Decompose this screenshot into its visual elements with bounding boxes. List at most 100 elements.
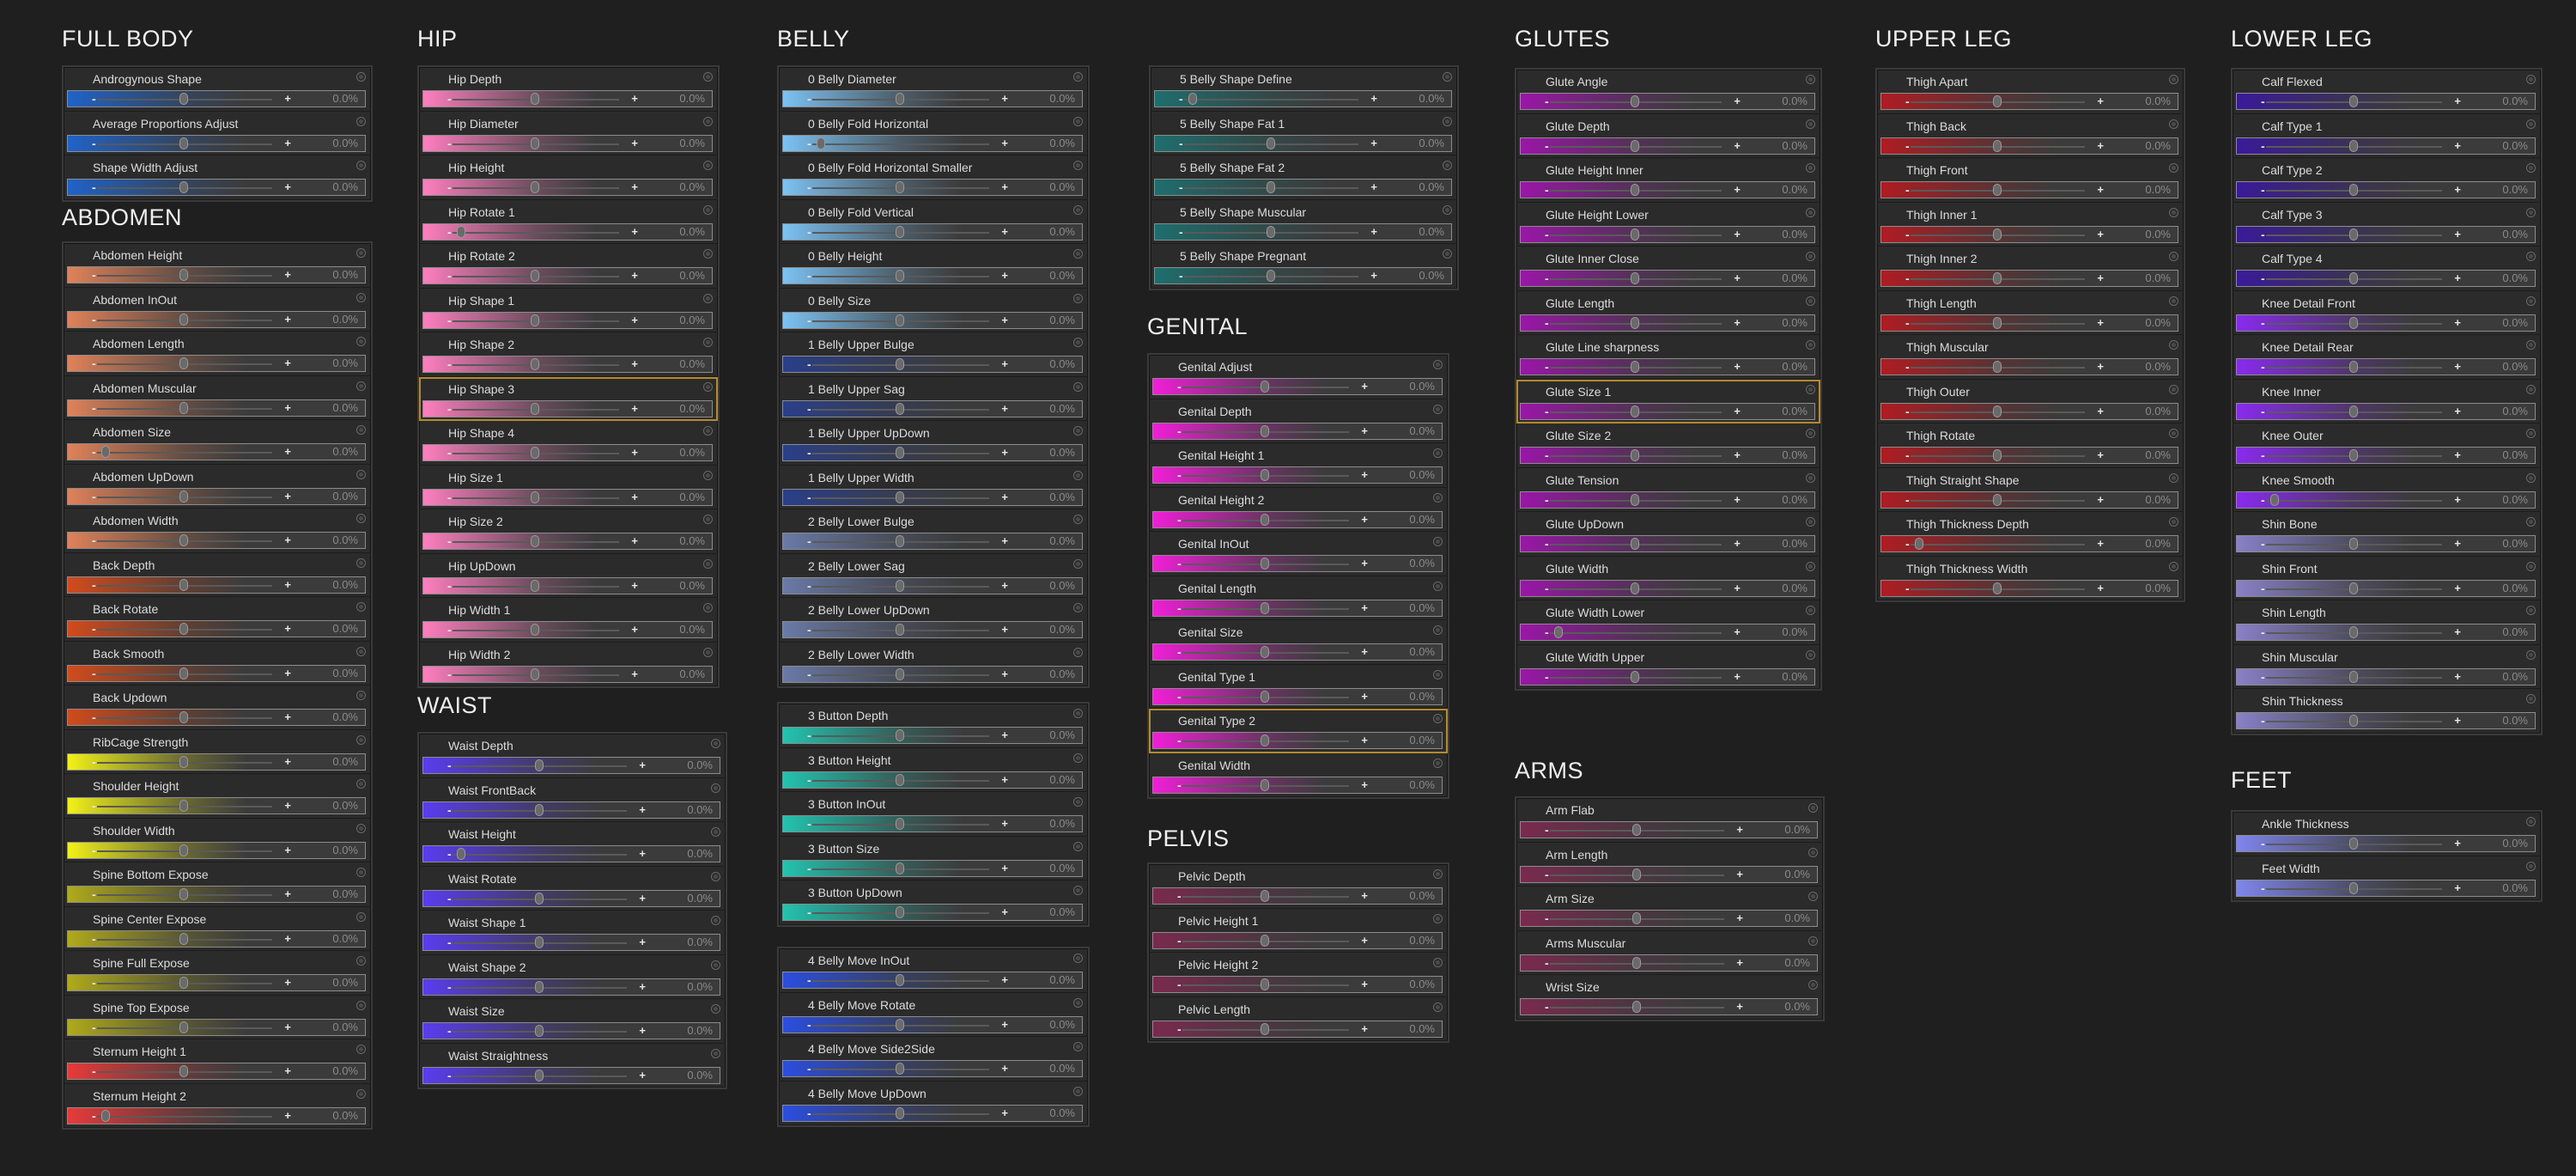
increment-button[interactable]: + [1361, 734, 1368, 746]
increment-button[interactable]: + [1001, 534, 1008, 547]
slider-handle[interactable] [2348, 228, 2358, 241]
increment-button[interactable]: + [2454, 183, 2461, 196]
decrement-button[interactable]: - [447, 401, 452, 416]
value-slider[interactable]: - +0.0% [1152, 776, 1443, 794]
decrement-button[interactable]: - [92, 931, 96, 946]
reset-icon[interactable] [711, 960, 720, 970]
increment-button[interactable]: + [1734, 183, 1741, 196]
increment-button[interactable]: + [639, 891, 646, 905]
slider-handle[interactable] [1631, 912, 1641, 924]
value-slider[interactable]: - +0.0% [1880, 402, 2178, 420]
slider-handle[interactable] [1261, 734, 1269, 746]
decrement-button[interactable]: - [1905, 448, 1910, 462]
decrement-button[interactable]: - [807, 136, 811, 150]
reset-icon[interactable] [356, 868, 366, 877]
increment-button[interactable]: + [631, 224, 638, 238]
slider-handle[interactable] [2348, 626, 2358, 638]
value-slider[interactable]: - +0.0% [1520, 225, 1815, 243]
decrement-button[interactable]: - [1545, 138, 1549, 153]
decrement-button[interactable]: - [447, 759, 452, 772]
reset-icon[interactable] [1073, 381, 1083, 392]
reset-icon[interactable] [2526, 207, 2536, 217]
reset-icon[interactable] [356, 1088, 366, 1099]
decrement-button[interactable]: - [807, 401, 811, 416]
slider-handle[interactable] [1261, 978, 1269, 990]
increment-button[interactable]: + [1734, 360, 1741, 373]
increment-button[interactable]: + [284, 312, 291, 326]
value-slider[interactable]: - +0.0% [2236, 579, 2536, 597]
increment-button[interactable]: + [284, 533, 291, 546]
slider-handle[interactable] [179, 534, 188, 546]
decrement-button[interactable]: - [92, 312, 96, 326]
decrement-button[interactable]: - [1177, 600, 1182, 615]
value-slider[interactable]: - +0.0% [422, 311, 713, 329]
reset-icon[interactable] [356, 72, 366, 82]
reset-icon[interactable] [703, 470, 713, 480]
slider-handle[interactable] [531, 402, 539, 415]
slider-handle[interactable] [531, 137, 539, 149]
increment-button[interactable]: + [1736, 955, 1743, 969]
reset-icon[interactable] [703, 647, 713, 657]
reset-icon[interactable] [1433, 913, 1443, 923]
increment-button[interactable]: + [284, 754, 291, 768]
slider-handle[interactable] [1261, 890, 1269, 902]
reset-icon[interactable] [356, 116, 366, 126]
decrement-button[interactable]: - [2261, 360, 2265, 374]
reset-icon[interactable] [1073, 753, 1083, 763]
value-slider[interactable]: - +0.0% [67, 1106, 366, 1124]
decrement-button[interactable]: - [92, 268, 96, 282]
reset-icon[interactable] [2526, 119, 2536, 129]
slider-handle[interactable] [896, 773, 904, 786]
decrement-button[interactable]: - [447, 136, 452, 150]
slider-handle[interactable] [1631, 1001, 1641, 1013]
value-slider[interactable]: - +0.0% [1880, 579, 2178, 597]
reset-icon[interactable] [711, 916, 720, 925]
reset-icon[interactable] [1433, 404, 1443, 414]
decrement-button[interactable]: - [447, 891, 452, 905]
decrement-button[interactable]: - [1905, 360, 1910, 374]
slider-handle[interactable] [1992, 95, 2002, 107]
reset-icon[interactable] [1808, 980, 1818, 990]
decrement-button[interactable]: - [2261, 880, 2265, 895]
slider-track[interactable] [453, 854, 627, 856]
value-slider[interactable]: - +0.0% [422, 801, 720, 819]
slider-handle[interactable] [534, 803, 544, 816]
slider-handle[interactable] [179, 932, 188, 945]
reset-icon[interactable] [703, 426, 713, 436]
reset-icon[interactable] [1808, 935, 1818, 946]
slider-handle[interactable] [1915, 538, 1924, 550]
value-slider[interactable]: - +0.0% [782, 727, 1083, 744]
value-slider[interactable]: - +0.0% [1520, 314, 1815, 332]
reset-icon[interactable] [2526, 296, 2536, 306]
reset-icon[interactable] [2526, 252, 2536, 261]
value-slider[interactable]: - +0.0% [782, 815, 1083, 832]
increment-button[interactable]: + [1001, 357, 1008, 370]
value-slider[interactable]: - +0.0% [67, 532, 366, 549]
reset-icon[interactable] [1806, 207, 1815, 217]
slider-handle[interactable] [2348, 538, 2358, 550]
decrement-button[interactable]: - [1545, 669, 1549, 684]
decrement-button[interactable]: - [92, 754, 96, 769]
slider-handle[interactable] [896, 906, 904, 918]
slider-handle[interactable] [896, 624, 904, 636]
value-slider[interactable]: - +0.0% [782, 399, 1083, 417]
decrement-button[interactable]: - [807, 490, 811, 504]
value-slider[interactable]: - +0.0% [782, 1060, 1083, 1077]
reset-icon[interactable] [1073, 72, 1083, 82]
decrement-button[interactable]: - [807, 313, 811, 327]
reset-icon[interactable] [1073, 293, 1083, 303]
reset-icon[interactable] [1443, 161, 1452, 170]
increment-button[interactable]: + [1734, 138, 1741, 152]
decrement-button[interactable]: - [807, 667, 811, 681]
decrement-button[interactable]: - [1179, 269, 1183, 283]
reset-icon[interactable] [1433, 869, 1443, 879]
decrement-button[interactable]: - [447, 92, 452, 106]
increment-button[interactable]: + [284, 268, 291, 281]
value-slider[interactable]: - +0.0% [422, 757, 720, 774]
slider-handle[interactable] [101, 1109, 111, 1122]
reset-icon[interactable] [2169, 561, 2178, 571]
decrement-button[interactable]: - [807, 772, 811, 787]
reset-icon[interactable] [1433, 581, 1443, 591]
slider-handle[interactable] [1631, 493, 1639, 506]
value-slider[interactable]: - +0.0% [1520, 137, 1815, 155]
